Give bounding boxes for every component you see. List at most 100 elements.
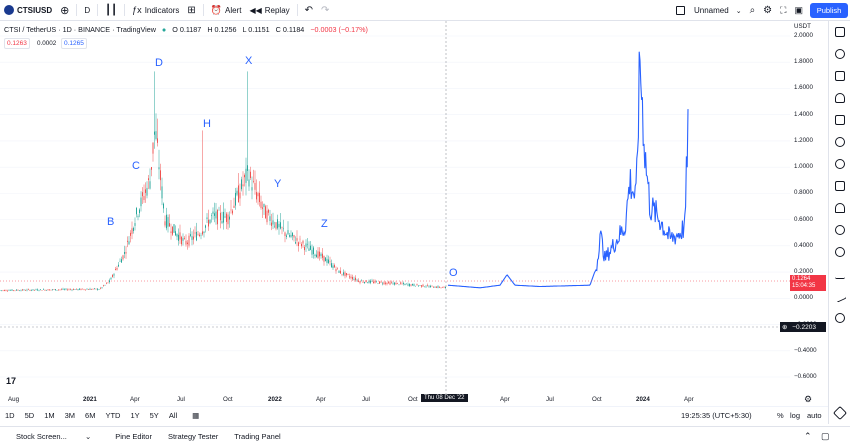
tab-stock-screener[interactable]: Stock Screen... ⌄ [0, 432, 107, 441]
candle-body [404, 283, 406, 286]
sidebar-bottom-button[interactable] [829, 402, 850, 424]
signals-button[interactable] [829, 241, 850, 263]
candle-body [197, 234, 199, 235]
range-all[interactable]: All [168, 411, 178, 420]
undo-button[interactable]: ↶ [301, 0, 317, 21]
candle-body [274, 225, 275, 227]
trend-button[interactable] [829, 285, 850, 307]
indicators-button[interactable]: ƒx Indicators [128, 0, 183, 21]
target-button[interactable] [829, 307, 850, 329]
candle-body [436, 286, 437, 288]
maximize-panel-button[interactable]: ▢ [805, 431, 846, 442]
percent-toggle[interactable]: % [777, 411, 784, 420]
tab-strategy-tester[interactable]: Strategy Tester [167, 431, 219, 441]
layout-button[interactable]: Unnamed ⌄ [672, 0, 746, 21]
candle-body [317, 251, 319, 258]
symbol-search[interactable]: CTSIUSD [0, 0, 56, 21]
candle-body [191, 236, 193, 240]
price-chart[interactable] [0, 21, 790, 405]
layout-square-icon [676, 6, 685, 15]
chats-button[interactable] [829, 175, 850, 197]
ideas-button[interactable] [829, 131, 850, 153]
wave-button[interactable] [829, 263, 850, 285]
date-range-button[interactable]: ▦ [182, 411, 209, 420]
redo-button[interactable]: ↷ [317, 0, 333, 21]
candle-body [370, 280, 371, 283]
candle-body [187, 242, 188, 245]
range-1d[interactable]: 1D [5, 411, 15, 420]
alert-button[interactable]: ⏰ Alert [207, 0, 246, 21]
time-axis[interactable]: Aug 2021 Apr Jul Oct 2022 Apr Jul Oct Apr Jul Oct 20… [0, 394, 790, 406]
range-1y[interactable]: 1Y [130, 411, 140, 420]
currency-label[interactable]: USDT [794, 23, 811, 30]
candle-body [439, 286, 440, 288]
sell-price-box[interactable]: 0.1263 [4, 38, 30, 49]
candle-body [293, 235, 295, 238]
candle-body [194, 232, 196, 234]
crosshair-plus-icon[interactable]: ⊕ [782, 324, 788, 331]
interval-button[interactable]: D [80, 0, 94, 21]
candle-body [379, 281, 380, 284]
legend-title[interactable]: CTSI / TetherUS · 1D · BINANCE · Trading… [4, 25, 156, 34]
search-button[interactable]: ⌕ [746, 0, 760, 21]
candle-body [109, 280, 110, 283]
fullscreen-button[interactable]: ⛶ [776, 0, 790, 21]
hotlists-button[interactable] [829, 87, 850, 109]
candle-body [319, 251, 320, 257]
axis-settings-button[interactable]: ⚙ [804, 394, 812, 405]
calendar-button[interactable] [829, 109, 850, 131]
candle-body [113, 274, 115, 276]
publish-label: Publish [816, 6, 842, 15]
collapse-panel-button[interactable]: ⌃ [788, 431, 828, 442]
candle-body [77, 289, 79, 290]
help-button[interactable] [829, 219, 850, 241]
alert-label: Alert [224, 5, 242, 15]
candle-body [218, 209, 220, 211]
candle-body [397, 282, 398, 284]
target-icon [835, 313, 845, 323]
settings-button[interactable]: ⚙ [759, 0, 776, 21]
range-1m[interactable]: 1M [44, 411, 55, 420]
notifications-button[interactable] [829, 197, 850, 219]
templates-button[interactable]: ⊞ [183, 0, 199, 21]
auto-toggle[interactable]: auto [807, 411, 822, 420]
chart-type-button[interactable]: ┃┃ [101, 0, 121, 21]
watchlist-button[interactable] [829, 21, 850, 43]
time-tick: Oct [408, 396, 418, 403]
candle-body [209, 219, 211, 224]
candle-body [227, 214, 229, 225]
alerts-panel-button[interactable] [829, 43, 850, 65]
range-6m[interactable]: 6M [85, 411, 96, 420]
top-toolbar: CTSIUSD ⊕ D ┃┃ ƒx Indicators ⊞ ⏰ Alert ◀… [0, 0, 850, 21]
data-window-button[interactable] [829, 65, 850, 87]
candle-body [427, 285, 428, 286]
candle-body [221, 221, 223, 223]
candle-body [52, 289, 53, 290]
tab-trading-panel[interactable]: Trading Panel [234, 431, 281, 441]
candle-body [193, 236, 194, 240]
range-5d[interactable]: 5D [24, 411, 35, 420]
replay-button[interactable]: ◀◀ Replay [245, 0, 293, 21]
candle-body [253, 180, 254, 182]
candle-body [172, 226, 173, 235]
log-toggle[interactable]: log [790, 411, 801, 420]
streams-button[interactable] [829, 153, 850, 175]
range-ytd[interactable]: YTD [105, 411, 121, 420]
time-tick: Oct [223, 396, 233, 403]
tradingview-logo[interactable]: 17 [6, 376, 16, 386]
snapshot-button[interactable]: ▣ [790, 0, 807, 21]
range-3m[interactable]: 3M [64, 411, 76, 420]
clock[interactable]: 19:25:35 (UTC+5:30) [681, 411, 752, 420]
candle-body [97, 288, 98, 290]
candle-body [175, 231, 176, 236]
compare-symbol-button[interactable]: ⊕ [56, 0, 73, 21]
tab-pine-editor[interactable]: Pine Editor [115, 431, 152, 441]
publish-button[interactable]: Publish [810, 3, 848, 18]
candle-body [170, 231, 172, 233]
price-axis[interactable]: USDT 2.0000 1.8000 1.6000 1.4000 1.2000 1.000… [790, 21, 828, 405]
candle-body [167, 217, 169, 227]
candle-body [241, 179, 242, 190]
candle-body [343, 272, 344, 275]
buy-price-box[interactable]: 0.1265 [61, 38, 87, 49]
range-5y[interactable]: 5Y [149, 411, 159, 420]
